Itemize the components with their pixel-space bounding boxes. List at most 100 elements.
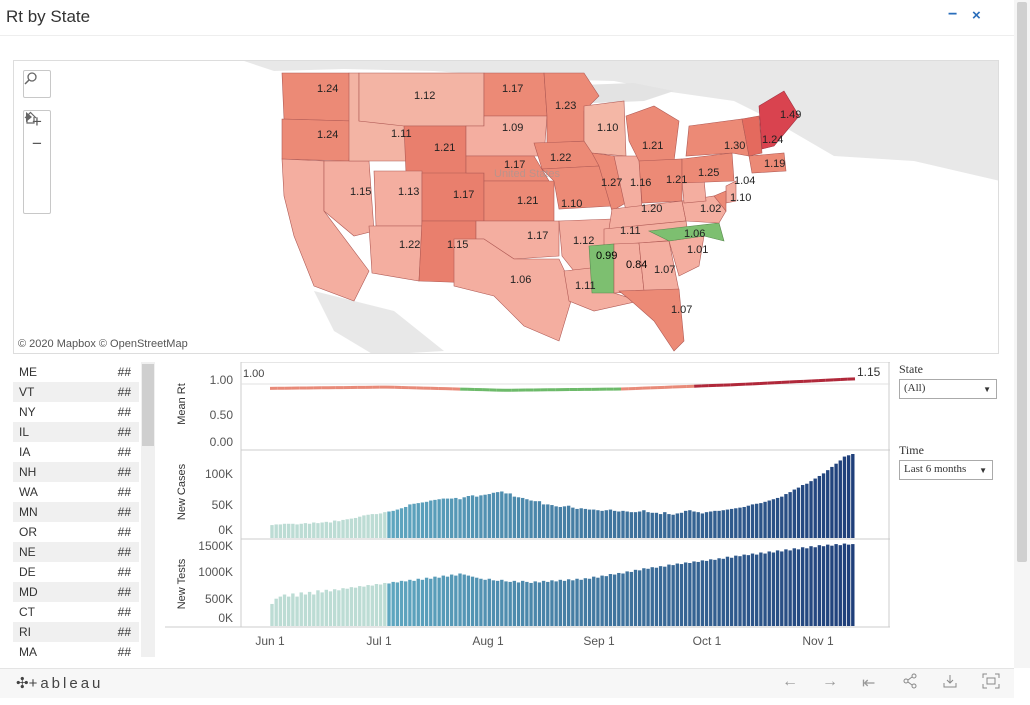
tests-bar[interactable] (738, 556, 742, 627)
tests-bar[interactable] (320, 592, 324, 626)
tests-bar[interactable] (537, 582, 542, 627)
cases-bar[interactable] (780, 496, 784, 538)
cases-bar[interactable] (312, 522, 316, 538)
tests-bar[interactable] (475, 577, 479, 626)
tests-bar[interactable] (466, 575, 471, 626)
cases-bar[interactable] (433, 499, 437, 538)
tests-bar[interactable] (487, 578, 491, 626)
cases-bar[interactable] (441, 498, 445, 538)
cases-bar[interactable] (746, 505, 751, 538)
state-list-row[interactable]: NH ## (13, 462, 139, 482)
tests-bar[interactable] (817, 545, 822, 626)
state-list-row[interactable]: IA ## (13, 442, 139, 462)
cases-bar[interactable] (525, 499, 529, 538)
map-search-button[interactable] (23, 70, 51, 98)
cases-bar[interactable] (805, 483, 809, 538)
tests-bar[interactable] (575, 578, 579, 626)
state-list-row[interactable]: VT ## (13, 382, 139, 402)
tests-bar[interactable] (358, 586, 362, 626)
home-icon[interactable] (23, 111, 51, 177)
tests-bar[interactable] (337, 590, 341, 626)
tests-bar[interactable] (558, 579, 562, 626)
tests-bar[interactable] (349, 587, 354, 626)
tests-bar[interactable] (834, 544, 838, 626)
cases-bar[interactable] (688, 510, 692, 538)
tests-bar[interactable] (821, 546, 826, 626)
tests-bar[interactable] (650, 567, 654, 626)
tests-bar[interactable] (533, 581, 537, 627)
tests-bar[interactable] (366, 585, 370, 626)
tests-bar[interactable] (566, 579, 571, 627)
tests-bar[interactable] (600, 575, 604, 626)
tests-bar[interactable] (830, 545, 834, 627)
cases-bar[interactable] (650, 512, 654, 538)
tests-bar[interactable] (604, 576, 608, 627)
cases-bar[interactable] (370, 514, 374, 538)
state-pa[interactable] (681, 152, 735, 184)
tests-bar[interactable] (596, 577, 600, 626)
tests-bar[interactable] (307, 591, 312, 627)
tests-bar[interactable] (688, 563, 692, 626)
cases-bar[interactable] (755, 503, 759, 538)
cases-bar[interactable] (500, 491, 504, 538)
share-icon[interactable] (902, 673, 918, 694)
rt-map[interactable]: 1.24 1.12 1.17 1.23 1.49 1.24 1.11 1.09 1.10 1.21… (13, 60, 999, 354)
tests-bar[interactable] (784, 549, 788, 626)
redo-icon[interactable]: → (822, 673, 838, 690)
tests-bar[interactable] (826, 544, 830, 627)
cases-bar[interactable] (784, 494, 788, 538)
tests-bar[interactable] (433, 576, 437, 626)
tests-bar[interactable] (717, 558, 721, 626)
cases-bar[interactable] (830, 466, 834, 538)
cases-bar[interactable] (817, 475, 822, 538)
cases-bar[interactable] (775, 497, 780, 538)
cases-bar[interactable] (316, 523, 320, 538)
tests-bar[interactable] (541, 580, 546, 626)
tests-bar[interactable] (404, 581, 408, 627)
tests-bar[interactable] (696, 561, 700, 626)
tests-bar[interactable] (721, 558, 725, 626)
cases-bar[interactable] (429, 500, 433, 538)
cases-bar[interactable] (771, 499, 776, 538)
tests-bar[interactable] (796, 549, 801, 626)
cases-bar[interactable] (709, 511, 713, 538)
tests-bar[interactable] (792, 548, 796, 626)
tests-bar[interactable] (725, 556, 730, 626)
tests-bar[interactable] (842, 543, 847, 626)
tests-bar[interactable] (771, 552, 776, 627)
play-arrow-icon[interactable] (23, 112, 51, 199)
cases-bar[interactable] (516, 497, 521, 538)
cases-bar[interactable] (287, 523, 291, 538)
cases-bar[interactable] (274, 524, 278, 538)
tests-bar[interactable] (734, 555, 738, 626)
cases-bar[interactable] (491, 492, 496, 538)
cases-bar[interactable] (404, 506, 408, 538)
cases-bar[interactable] (846, 455, 851, 538)
cases-bar[interactable] (282, 523, 287, 538)
tests-bar[interactable] (755, 554, 759, 626)
tests-bar[interactable] (420, 579, 425, 626)
tests-bar[interactable] (328, 591, 333, 626)
tests-bar[interactable] (504, 581, 508, 627)
tests-bar[interactable] (416, 578, 420, 626)
cases-bar[interactable] (767, 500, 771, 538)
tests-bar[interactable] (412, 580, 416, 626)
cases-bar[interactable] (408, 504, 412, 538)
cases-bar[interactable] (696, 512, 700, 538)
state-me[interactable] (758, 90, 800, 150)
cases-bar[interactable] (738, 507, 742, 538)
page-scrollbar-thumb[interactable] (1017, 2, 1027, 562)
tests-bar[interactable] (462, 574, 466, 626)
tests-bar[interactable] (341, 588, 345, 626)
tests-bar[interactable] (387, 583, 391, 626)
tests-bar[interactable] (479, 578, 483, 626)
tests-bar[interactable] (671, 565, 675, 626)
cases-bar[interactable] (796, 487, 801, 538)
cases-bar[interactable] (521, 497, 525, 538)
state-md[interactable] (713, 190, 727, 212)
cases-bar[interactable] (462, 497, 466, 538)
tests-bar[interactable] (583, 578, 588, 626)
tests-bar[interactable] (458, 573, 462, 627)
state-il[interactable] (591, 152, 630, 212)
cases-bar[interactable] (529, 500, 533, 538)
